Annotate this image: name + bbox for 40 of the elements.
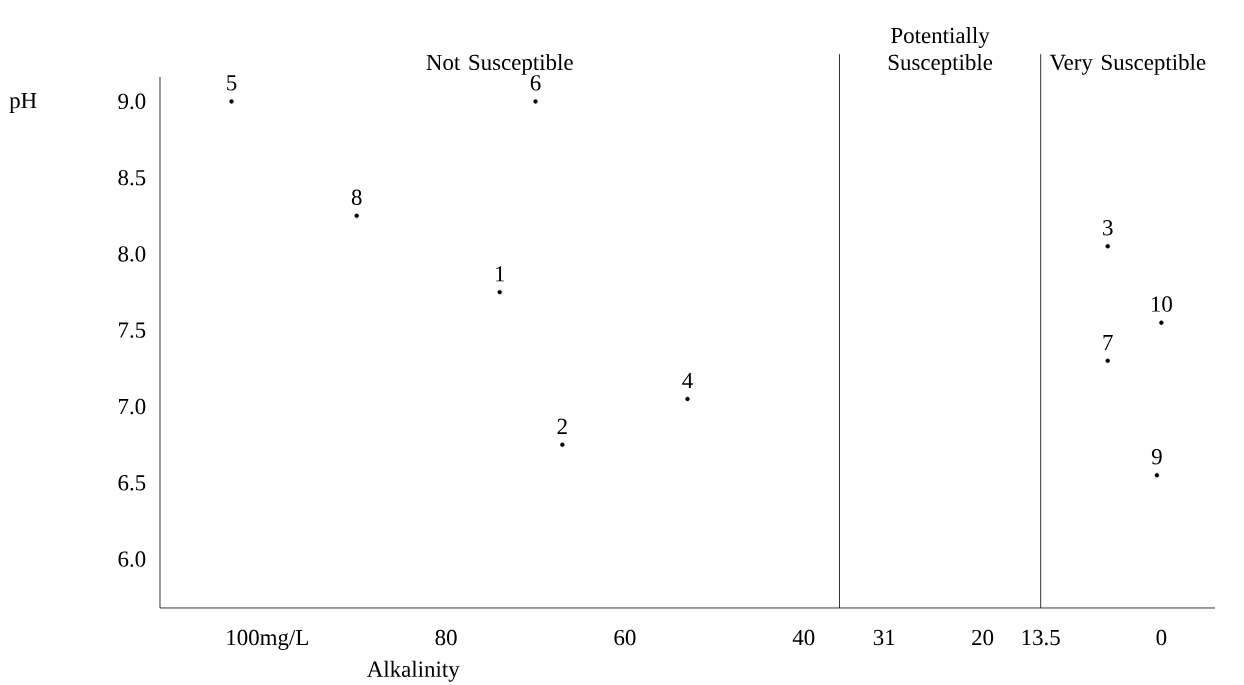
x-tick-label: 40: [792, 629, 815, 646]
x-tick-label: 20: [972, 629, 994, 646]
point: [497, 289, 502, 295]
text: Very Susceptible: [1049, 53, 1206, 75]
annotation: 5: [227, 75, 237, 91]
x-tick-label: 80: [435, 629, 457, 646]
x-tick-label: 60: [614, 629, 636, 646]
point: [1105, 358, 1110, 363]
y-tick-label: 6.5: [118, 475, 146, 491]
x-tick-label: 31: [873, 629, 895, 646]
point: [685, 396, 690, 402]
x-tick-label: 13.5: [1022, 629, 1060, 646]
point: [229, 99, 234, 104]
x-tick-label: 100mg/L: [227, 629, 308, 651]
point: [1154, 473, 1160, 478]
y-tick-label: 7.0: [119, 398, 146, 415]
point: [1159, 320, 1164, 325]
y-tick-label: 8.5: [118, 169, 146, 186]
annotation: 7: [1103, 334, 1113, 350]
annotation: 1: [496, 266, 505, 282]
annotation: 4: [682, 373, 693, 389]
annotation: 9: [1151, 449, 1162, 465]
point: [533, 99, 538, 104]
x-axis-title: Alkalinity: [366, 660, 460, 682]
annotation: 10: [1151, 296, 1172, 312]
annotation: 3: [1103, 220, 1113, 236]
y-tick-label: 7.5: [119, 322, 146, 338]
point: [354, 213, 359, 219]
y-axis-title: pH: [9, 93, 37, 113]
text: Not Susceptible: [426, 54, 573, 75]
x-tick-label: 0: [1156, 629, 1167, 646]
annotation: 8: [351, 189, 362, 205]
point: [1105, 244, 1110, 249]
y-tick-label: 6.0: [118, 551, 146, 567]
y-tick-label: 9.0: [118, 93, 146, 110]
y-tick-label: 8.0: [118, 246, 146, 262]
annotation: 2: [557, 418, 567, 434]
text: Potentially Susceptible: [888, 27, 993, 75]
annotation: 6: [530, 75, 541, 91]
point: [560, 442, 565, 447]
